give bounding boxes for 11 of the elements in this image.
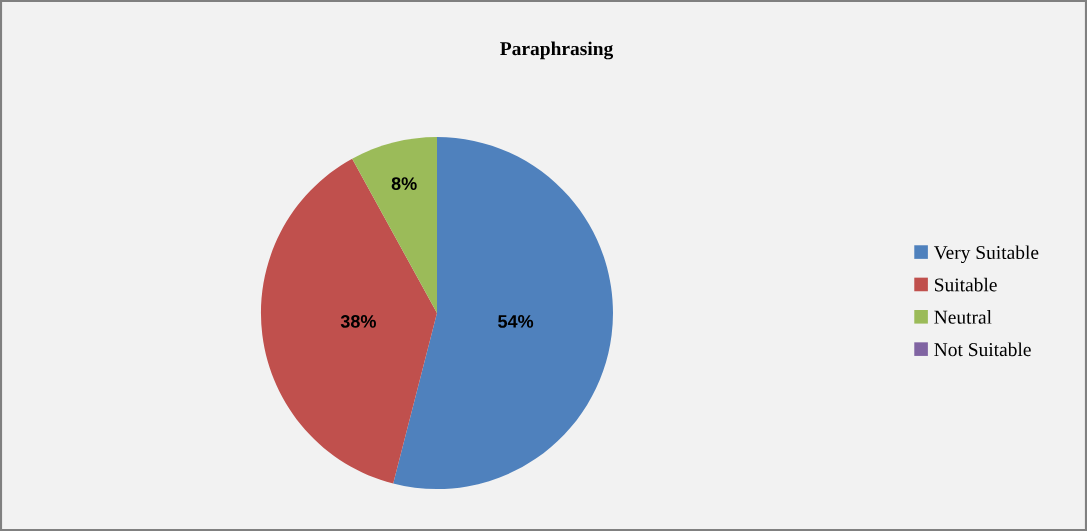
pie-slice bbox=[393, 137, 613, 490]
data-label: 8% bbox=[391, 177, 417, 190]
legend-label: Not Suitable bbox=[934, 342, 1031, 357]
chart-title: Paraphrasing bbox=[500, 41, 614, 60]
legend-label: Very Suitable bbox=[933, 245, 1039, 264]
pie-slice bbox=[261, 158, 437, 484]
data-label: 38% bbox=[340, 315, 376, 328]
legend-label: Suitable bbox=[935, 277, 997, 292]
data-label: 54% bbox=[498, 315, 534, 328]
pie-slice bbox=[352, 137, 437, 314]
legend-label: Neutral bbox=[934, 310, 992, 324]
